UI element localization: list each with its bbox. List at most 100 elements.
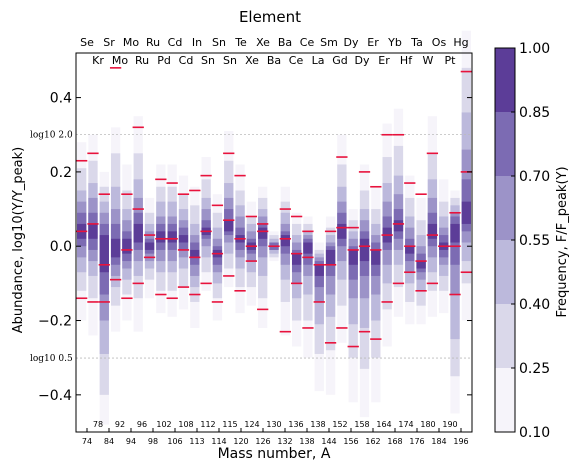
band-156-5 [348,249,358,265]
band-78-5 [88,223,98,239]
element-label-row2-10: La [312,54,325,67]
element-label-row2-5: Sn [201,54,215,67]
band-98-5 [144,242,155,250]
mass-label-upper-10: 138 [310,420,325,429]
bands-layer [77,30,471,425]
band-94-5 [122,238,132,254]
band-96-5 [133,223,143,243]
mass-label-lower-5: 113 [189,437,204,446]
colorbar-bin-1 [495,304,515,368]
mass-label-lower-14: 168 [387,437,402,446]
mass-label-upper-5: 112 [200,420,215,429]
mass-label-upper-13: 164 [376,420,391,429]
colorbar-title: Frequency, F/F_peak(Y) [555,166,570,317]
band-180-5 [427,223,438,239]
element-label-row2-13: Er [378,54,390,67]
colorbar-bin-0 [495,368,515,432]
colorbar-tick-label-4: 0.70 [519,169,550,185]
element-label-row2-12: Dy [355,54,370,67]
colorbar-tick-label-5: 0.85 [519,105,550,121]
element-label-row1-7: Te [234,36,247,49]
mass-label-lower-13: 162 [365,437,380,446]
band-176-5 [416,261,426,269]
mass-label-upper-4: 108 [178,420,193,429]
element-label-row1-5: In [192,36,202,49]
mass-label-upper-9: 136 [288,420,303,429]
reference-label-1: log10 0.5 [30,354,73,364]
element-label-row1-0: Se [80,36,94,49]
mass-label-upper-6: 115 [222,420,237,429]
mass-label-lower-2: 94 [126,437,136,446]
element-label-row1-6: Sn [212,36,226,49]
mass-label-lower-1: 84 [104,437,114,446]
element-label-row2-2: Ru [135,54,149,67]
mass-label-lower-4: 106 [167,437,182,446]
mass-label-lower-7: 120 [233,437,248,446]
mass-label-lower-16: 184 [431,437,446,446]
band-196-5 [461,201,471,224]
top-element-axis: Se Sr Mo Ru Cd In Sn Te Xe Ba Ce Sm Dy Er Yb Ta Os Hg Kr Mo… [80,36,469,67]
mass-label-upper-8: 130 [266,420,281,429]
mass-label-lower-8: 126 [255,437,270,446]
colorbar: 0.10 0.25 0.40 0.55 0.70 0.85 1.00 [494,41,550,441]
y-tick-label-2: 0.0 [50,239,72,255]
element-label-row2-11: Gd [332,54,348,67]
band-113-5 [190,249,200,258]
reference-lines: log10 2.0 log10 0.5 [30,130,472,364]
element-label-row1-10: Ce [300,36,315,49]
mass-label-upper-2: 96 [137,420,147,429]
mass-label-upper-7: 124 [244,420,259,429]
mass-label-lower-12: 156 [343,437,358,446]
mass-label-upper-0: 78 [93,420,103,429]
band-136-5 [291,253,302,265]
band-152-5 [337,223,347,239]
element-label-row1-2: Mo [123,36,139,49]
element-label-row1-11: Sm [320,36,338,49]
reference-label-0: log10 2.0 [30,130,73,140]
element-label-row2-16: Pt [445,54,457,67]
y-axis-title: Abundance, log10(Y/Y_peak) [11,147,26,334]
band-168-5 [393,220,404,232]
y-tick-label-1: −0.2 [38,314,72,330]
mass-label-lower-3: 98 [148,437,158,446]
mass-label-upper-11: 152 [332,420,347,429]
band-190-5 [450,223,460,243]
top-axis-title: Element [239,8,301,26]
mass-label-lower-17: 196 [453,437,468,446]
mass-label-upper-1: 92 [115,420,125,429]
mass-label-lower-9: 132 [277,437,292,446]
element-label-row2-9: Ce [289,54,304,67]
band-108-5 [178,235,189,243]
element-label-row1-12: Dy [344,36,359,49]
colorbar-tick-label-0: 0.10 [519,425,550,441]
element-label-row1-9: Ba [278,36,292,49]
element-label-row2-0: Kr [92,54,104,67]
band-102-5 [156,231,166,243]
mass-label-lower-10: 138 [299,437,314,446]
band-138-5 [314,264,324,276]
colorbar-tick-label-6: 1.00 [519,41,550,57]
plot-frame [75,52,473,433]
element-label-row1-15: Ta [410,36,423,49]
element-label-row1-4: Cd [168,36,183,49]
mass-label-lower-15: 176 [409,437,424,446]
element-label-row2-1: Mo [112,54,128,67]
element-label-row1-1: Sr [103,36,115,49]
band-144-5 [325,249,336,265]
mass-label-upper-3: 102 [156,420,171,429]
element-label-row2-4: Cd [179,54,194,67]
mass-label-lower-11: 144 [321,437,336,446]
element-label-row2-15: W [423,54,434,67]
mass-label-lower-0: 74 [82,437,92,446]
element-label-row1-16: Os [432,36,447,49]
band-162-5 [371,249,381,265]
mass-label-upper-16: 190 [442,420,457,429]
colorbar-tick-label-3: 0.55 [519,233,550,249]
colorbar-tick-label-1: 0.25 [519,361,550,377]
element-label-row1-8: Xe [256,36,270,49]
band-132-5 [280,235,290,247]
element-label-row2-3: Pd [157,54,171,67]
y-axis: −0.4 −0.2 0.0 0.2 0.4 [38,91,472,404]
band-174-5 [405,246,415,254]
bottom-mass-axis: 78 92 96 102 108 112 115 124 130 136 138 152 158 164 1… [82,420,469,446]
